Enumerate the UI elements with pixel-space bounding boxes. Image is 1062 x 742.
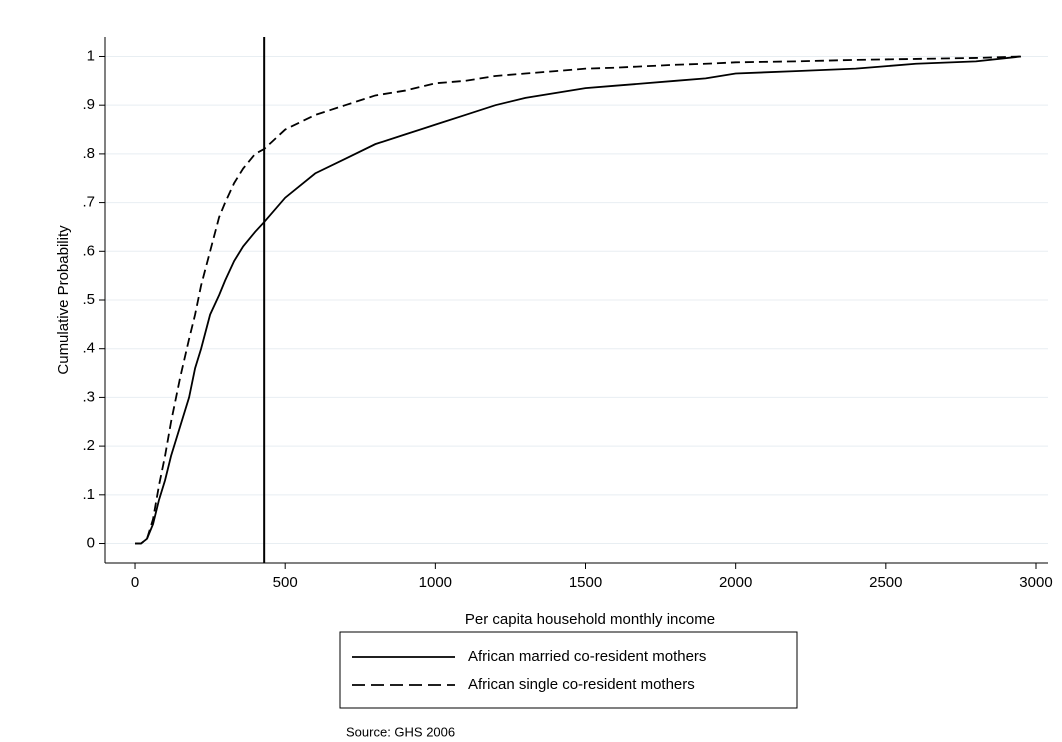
source: Source: GHS 2006 (346, 724, 455, 739)
y-axis-label: Cumulative Probability (55, 225, 72, 375)
y-tick-label: 0 (87, 534, 95, 551)
x-tick-label: 2500 (869, 574, 902, 591)
y-tick-label: .7 (82, 194, 95, 211)
y-tick-label: .4 (82, 340, 95, 357)
x-tick-label: 2000 (719, 574, 752, 591)
series-line (135, 55, 1022, 545)
x-tick-label: 1000 (419, 574, 452, 591)
y-tick-label: .2 (82, 437, 95, 454)
x-tick-label: 0 (131, 574, 139, 591)
x-tick-label: 1500 (569, 574, 602, 591)
x-axis-label: Per capita household monthly income (465, 611, 715, 628)
legend-label: African married co-resident mothers (468, 648, 706, 665)
legend-box (339, 631, 798, 709)
y-tick-label: .3 (82, 388, 95, 405)
x-tick-label: 3000 (1019, 574, 1052, 591)
y-tick-label: .8 (82, 145, 95, 162)
legend-label: African single co-resident mothers (468, 676, 695, 693)
y-tick-label: .5 (82, 291, 95, 308)
x-tick-label: 500 (273, 574, 298, 591)
y-tick-label: .9 (82, 96, 95, 113)
y-tick-label: .6 (82, 242, 95, 259)
y-tick-label: 1 (87, 47, 95, 64)
series-line (135, 55, 1021, 545)
y-tick-label: .1 (82, 486, 95, 503)
